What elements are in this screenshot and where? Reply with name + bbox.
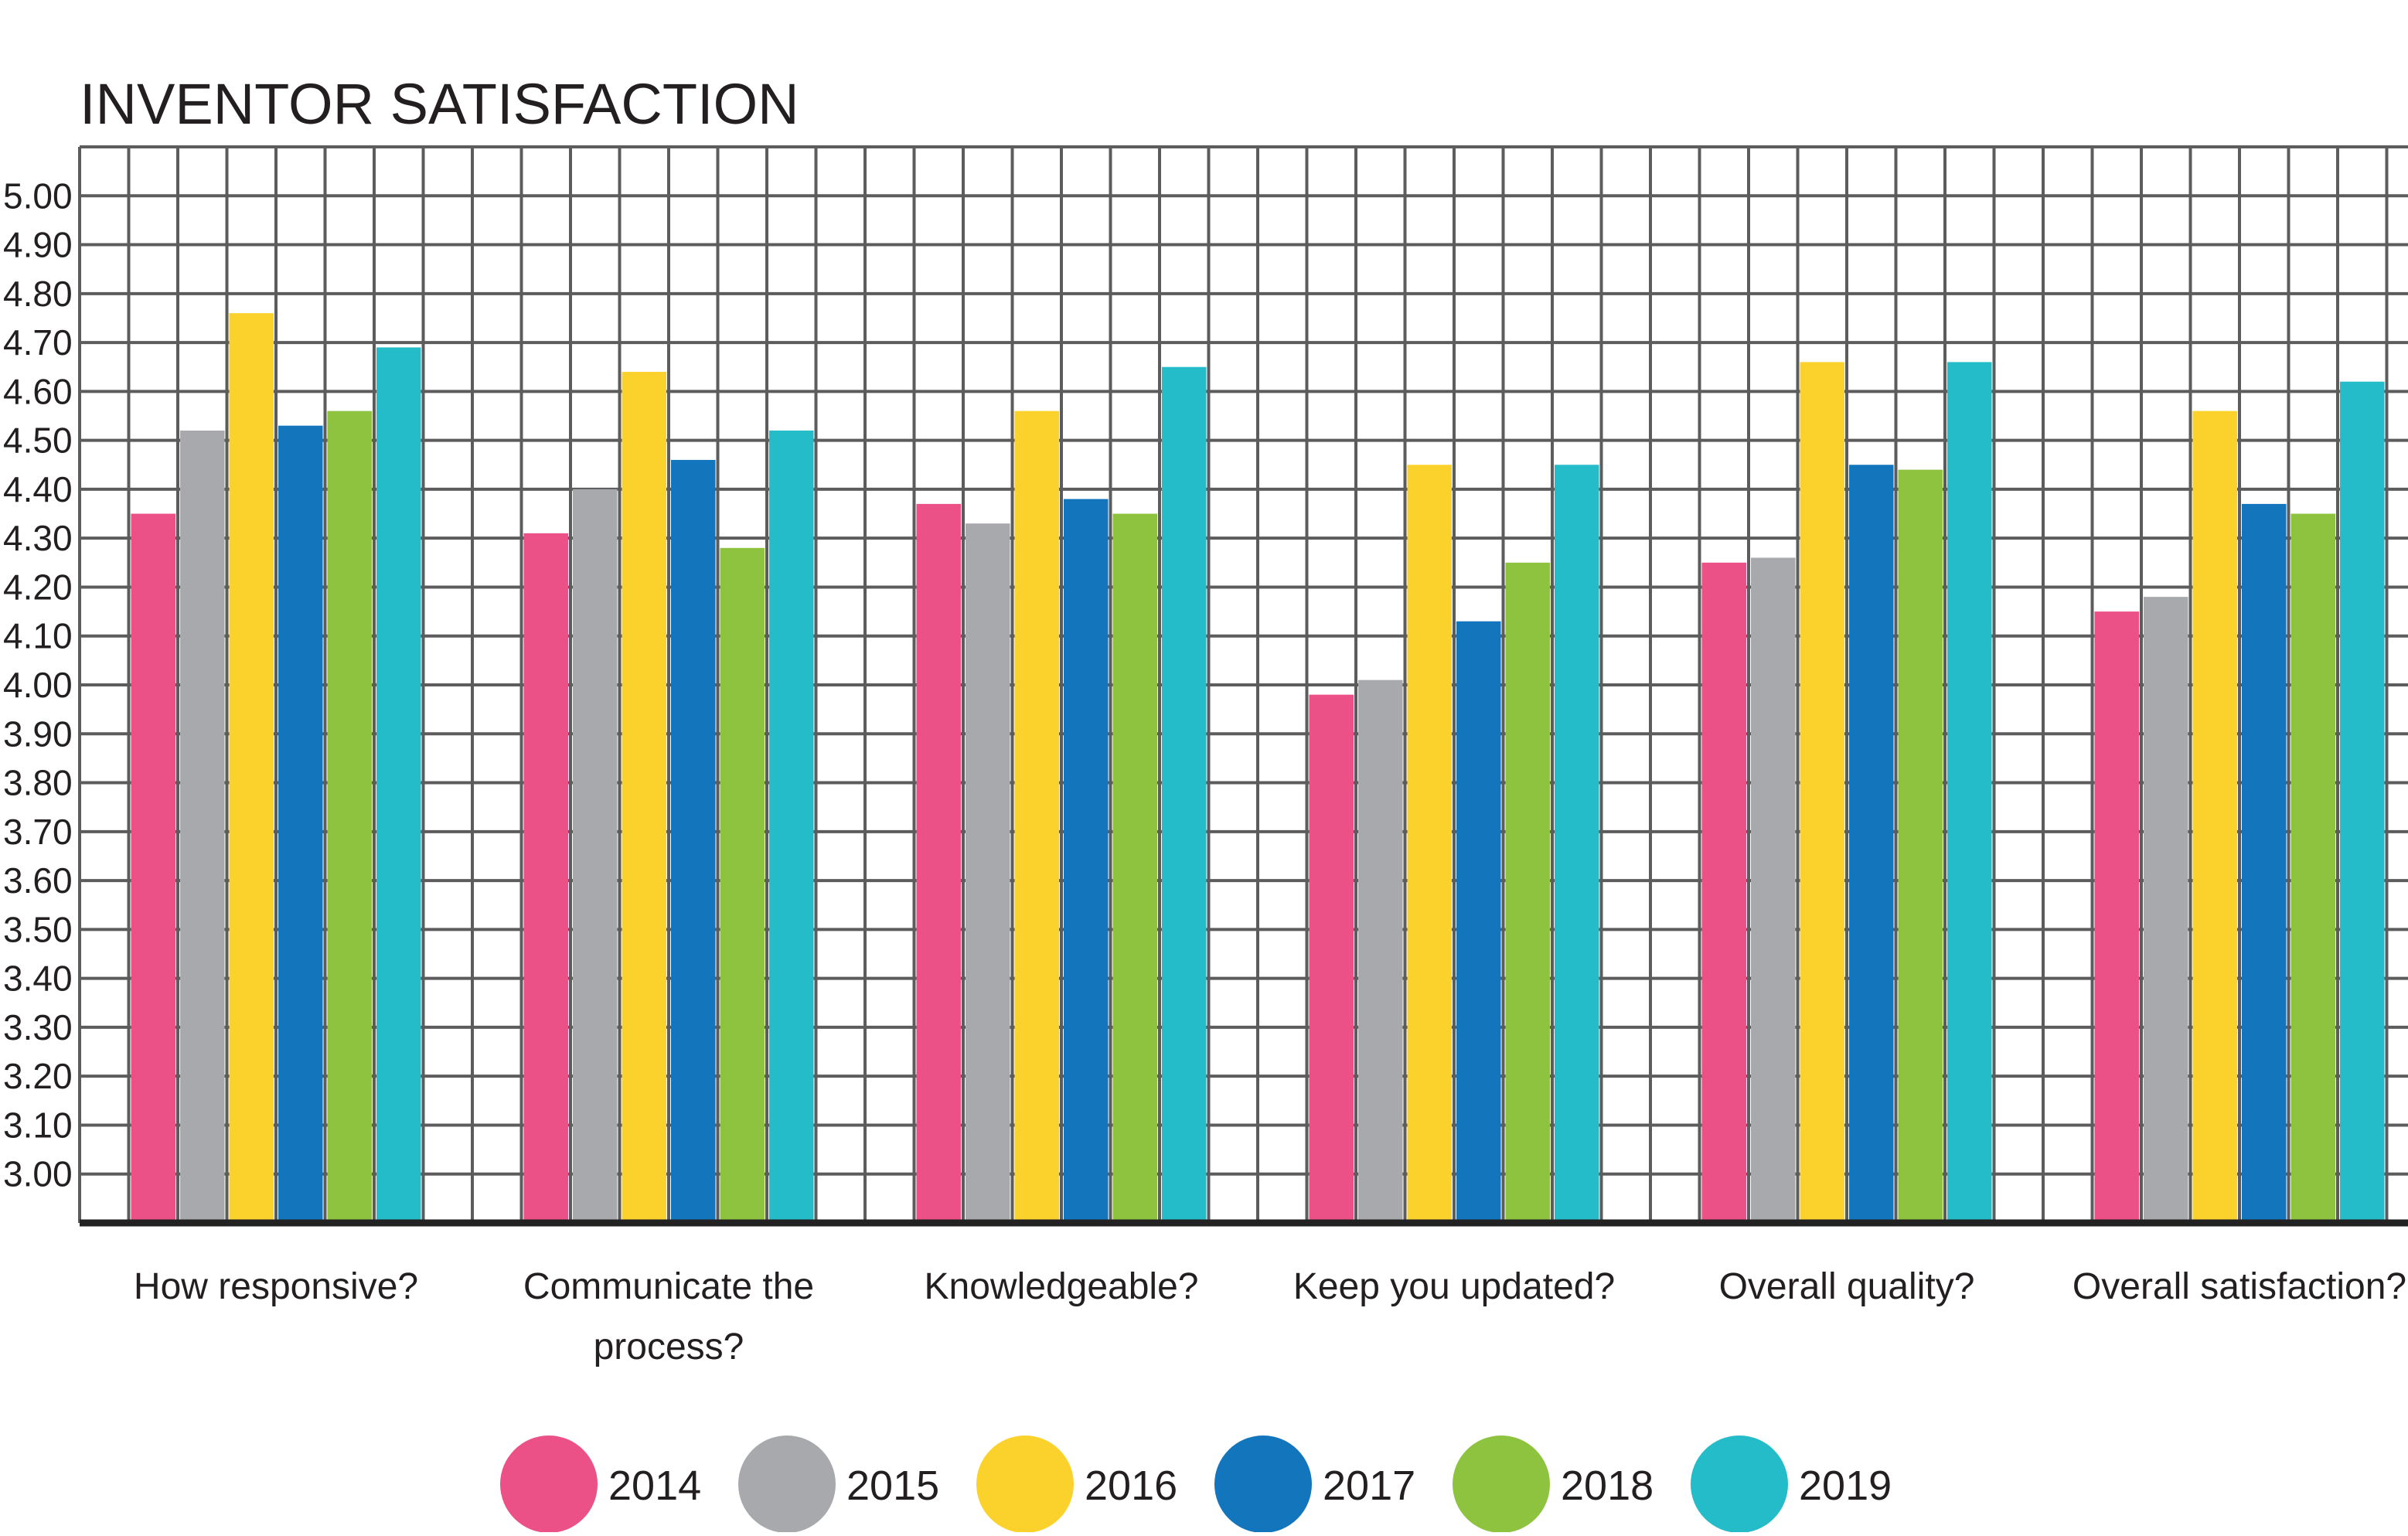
legend-label-2019: 2019 [1799,1463,1892,1509]
bar-2019-cat2 [769,430,814,1223]
y-tick-label: 4.30 [3,518,73,558]
y-tick-label: 3.70 [3,812,73,852]
bar-2015-cat6 [2144,597,2188,1223]
y-tick-label: 3.20 [3,1056,73,1096]
y-tick-label: 4.00 [3,665,73,705]
bar-2016-cat2 [622,372,666,1223]
bar-2019-cat1 [376,347,421,1223]
bar-2016-cat6 [2192,410,2237,1223]
bar-2017-cat1 [278,425,323,1223]
bar-2019-cat4 [1555,465,1599,1223]
x-category-label: How responsive? [134,1266,418,1307]
bar-2017-cat5 [1849,465,1894,1223]
bar-2014-cat6 [2094,611,2139,1223]
bar-2018-cat5 [1898,469,1943,1223]
bars [131,313,2385,1224]
bar-2016-cat1 [229,313,274,1224]
bar-2017-cat6 [2242,503,2287,1223]
y-tick-label: 5.00 [3,175,73,216]
bar-2018-cat1 [327,410,372,1223]
y-tick-label: 4.40 [3,469,73,509]
bar-2018-cat2 [720,547,765,1223]
bar-2016-cat3 [1014,410,1059,1223]
bar-2017-cat2 [671,459,716,1223]
legend-label-2015: 2015 [846,1463,939,1509]
y-tick-label: 4.20 [3,567,73,607]
chart-title: INVENTOR SATISFACTION [80,72,799,136]
bar-2018-cat6 [2290,513,2335,1223]
y-tick-label: 3.30 [3,1007,73,1047]
y-tick-label: 4.90 [3,225,73,265]
legend-swatch-2016 [976,1436,1074,1533]
y-axis: 5.00 4.90 4.80 4.70 4.60 4.50 4.40 4.30 4.20 4.10… [3,175,73,1194]
grid [78,145,2408,1224]
bar-2016-cat4 [1407,465,1452,1223]
bar-2017-cat3 [1064,499,1109,1223]
legend-label-2017: 2017 [1323,1463,1415,1509]
legend-swatch-2017 [1214,1436,1312,1533]
bar-2014-cat2 [523,533,568,1223]
legend-label-2018: 2018 [1561,1463,1654,1509]
y-tick-label: 3.00 [3,1154,73,1194]
y-tick-label: 3.50 [3,909,73,949]
bar-2019-cat5 [1947,362,1992,1223]
y-tick-label: 4.10 [3,616,73,656]
y-tick-label: 3.60 [3,860,73,901]
bar-2015-cat1 [180,430,225,1223]
bar-2015-cat3 [966,523,1010,1223]
bar-2018-cat4 [1505,562,1550,1223]
y-tick-label: 3.40 [3,959,73,999]
y-tick-label: 4.60 [3,371,73,411]
bar-2014-cat5 [1701,562,1746,1223]
y-tick-label: 3.90 [3,714,73,754]
bar-2014-cat1 [131,513,175,1223]
bar-2017-cat4 [1456,621,1501,1223]
y-tick-label: 4.80 [3,274,73,314]
bar-2015-cat5 [1751,557,1796,1223]
bar-2015-cat4 [1358,679,1403,1223]
bar-2014-cat3 [916,503,961,1223]
bar-2019-cat6 [2340,381,2385,1223]
bar-2018-cat3 [1112,513,1157,1223]
x-category-label: Knowledgeable? [925,1266,1199,1307]
legend-swatch-2018 [1453,1436,1550,1533]
legend-label-2014: 2014 [608,1463,701,1509]
bar-2015-cat2 [573,489,618,1223]
bar-2014-cat4 [1309,694,1354,1223]
y-tick-label: 3.10 [3,1105,73,1145]
y-tick-label: 4.70 [3,322,73,363]
x-category-label: Keep you updated? [1293,1266,1615,1307]
bar-2016-cat5 [1800,362,1844,1223]
legend-label-2016: 2016 [1085,1463,1177,1509]
x-category-label: Overall satisfaction? [2073,1266,2406,1307]
y-tick-label: 3.80 [3,763,73,803]
x-category-label: Overall quality? [1719,1266,1975,1307]
legend: 2014 2015 2016 2017 2018 2019 [500,1436,1892,1533]
legend-swatch-2014 [500,1436,598,1533]
bar-2019-cat3 [1162,366,1207,1223]
legend-swatch-2015 [738,1436,836,1533]
x-category-label: process? [594,1327,744,1367]
x-axis: How responsive? Communicate the process? Kn… [134,1266,2406,1367]
legend-swatch-2019 [1691,1436,1788,1533]
x-category-label: Communicate the [523,1266,814,1307]
y-tick-label: 4.50 [3,421,73,461]
